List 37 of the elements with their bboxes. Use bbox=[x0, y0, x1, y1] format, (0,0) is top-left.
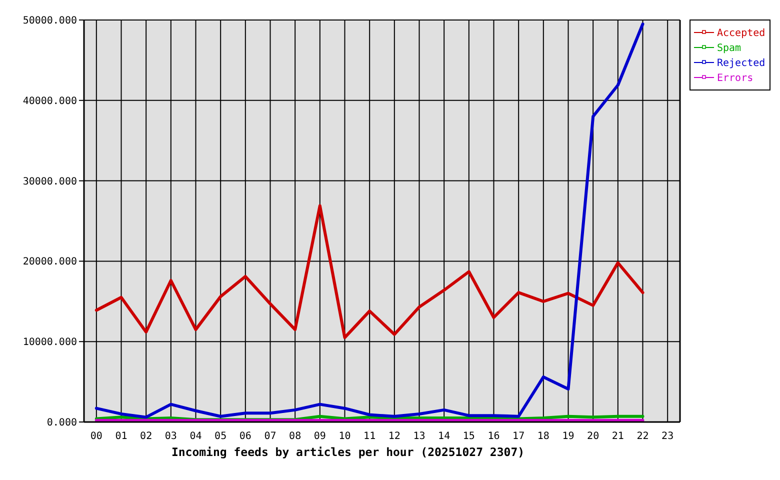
x-tick-label: 04 bbox=[190, 431, 202, 442]
x-tick-label: 05 bbox=[214, 431, 227, 442]
x-tick-label: 22 bbox=[636, 431, 649, 442]
x-tick-label: 11 bbox=[364, 431, 376, 442]
legend-label: Spam bbox=[717, 43, 742, 54]
x-tick-label: 13 bbox=[413, 431, 426, 442]
x-tick-label: 08 bbox=[289, 431, 302, 442]
legend-label: Errors bbox=[717, 73, 754, 84]
x-tick-label: 02 bbox=[140, 431, 152, 442]
x-tick-label: 18 bbox=[537, 431, 550, 442]
x-tick-label: 21 bbox=[612, 431, 624, 442]
y-tick-label: 40000.000 bbox=[22, 96, 77, 107]
line-series bbox=[94, 22, 644, 419]
x-tick-label: 07 bbox=[264, 431, 276, 442]
legend-label: Rejected bbox=[717, 58, 766, 69]
x-tick-label: 09 bbox=[314, 431, 326, 442]
y-tick-label: 20000.000 bbox=[22, 256, 77, 268]
x-tick-label: 17 bbox=[512, 431, 525, 442]
line-series bbox=[94, 204, 644, 340]
x-tick-label: 16 bbox=[488, 431, 500, 442]
x-tick-label: 19 bbox=[562, 431, 574, 442]
y-tick-label: 50000.000 bbox=[22, 16, 77, 26]
x-tick-label: 15 bbox=[462, 431, 475, 442]
y-tick-label: 30000.000 bbox=[22, 176, 77, 188]
x-tick-label: 23 bbox=[662, 431, 674, 442]
x-axis-title: Incoming feeds by articles per hour (20251027 2307) bbox=[171, 445, 525, 459]
x-tick-label: 14 bbox=[438, 431, 450, 442]
x-tick-label: 03 bbox=[164, 431, 177, 442]
y-tick-label: 10000.000 bbox=[22, 337, 77, 348]
x-tick-label: 00 bbox=[90, 431, 102, 442]
x-tick-label: 12 bbox=[388, 431, 400, 442]
x-tick-label: 01 bbox=[115, 431, 128, 442]
y-tick-label: 0.000 bbox=[46, 418, 77, 428]
x-tick-label: 20 bbox=[587, 431, 600, 442]
x-tick-label: 06 bbox=[239, 431, 252, 442]
legend-label: Accepted bbox=[717, 28, 766, 39]
x-tick-label: 10 bbox=[338, 431, 351, 442]
